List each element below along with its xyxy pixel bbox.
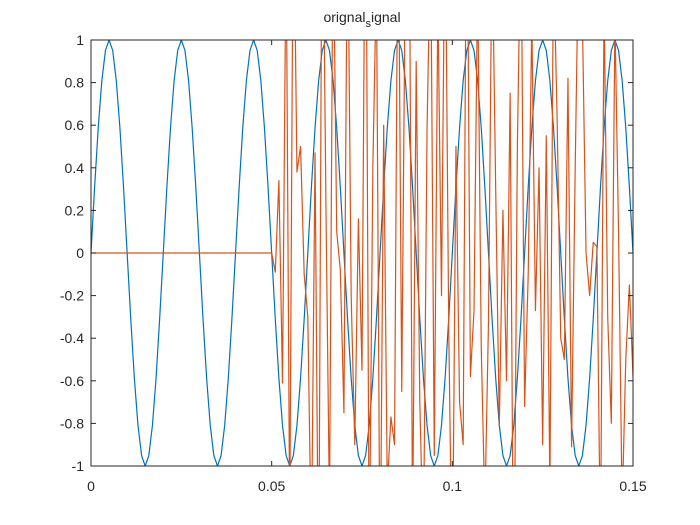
chart-title: orignalsignal [323,9,400,30]
x-tick-label: 0.15 [619,478,646,494]
title-subscript: s [365,18,371,30]
y-tick-label: -1 [72,458,85,474]
y-tick-label: -0.2 [60,288,84,304]
x-tick-label: 0.1 [443,478,463,494]
title-part: orignal [323,9,365,25]
x-tick-label: 0.05 [258,478,285,494]
y-tick-label: 0.8 [65,75,85,91]
y-tick-label: 0.4 [65,160,85,176]
y-tick-label: 0 [76,245,84,261]
y-tick-label: -0.8 [60,415,84,431]
y-tick-label: 1 [76,32,84,48]
y-tick-label: -0.6 [60,373,84,389]
x-tick-label: 0 [87,478,95,494]
y-tick-label: -0.4 [60,330,84,346]
y-tick-label: 0.2 [65,202,85,218]
title-part: ignal [371,9,401,25]
y-tick-label: 0.6 [65,117,85,133]
lines [91,40,633,466]
series-line [91,40,633,466]
